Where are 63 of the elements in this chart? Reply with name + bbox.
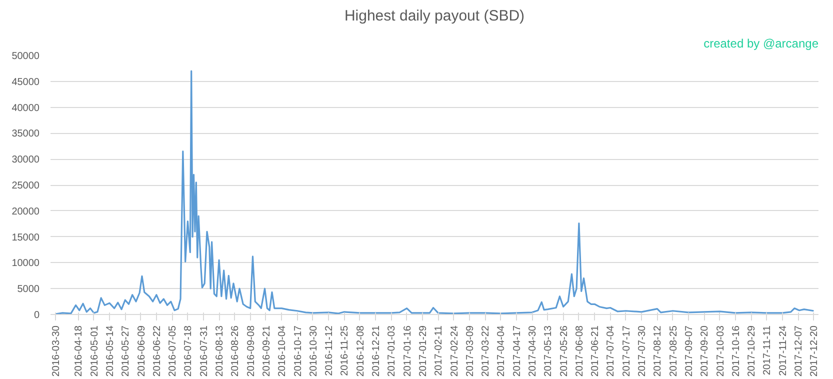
y-tick-label: 45000 [12, 76, 40, 88]
x-tick-label: 2017-04-30 [528, 325, 539, 377]
x-tick-label: 2017-07-17 [621, 325, 632, 377]
y-tick-label: 50000 [12, 51, 40, 62]
y-tick-label: 20000 [12, 206, 40, 218]
x-tick-label: 2017-01-29 [418, 325, 429, 377]
x-tick-label: 2017-09-07 [684, 325, 695, 377]
x-tick-label: 2017-05-26 [558, 325, 570, 377]
y-tick-label: 10000 [12, 258, 40, 270]
y-tick-label: 40000 [12, 102, 40, 114]
y-tick-label: 35000 [12, 128, 40, 140]
x-tick-label: 2017-01-16 [402, 325, 414, 377]
x-tick-label: 2017-07-30 [637, 325, 648, 377]
x-tick-label: 2016-11-12 [324, 325, 336, 376]
line-series [54, 70, 814, 314]
x-tick-label: 2016-05-27 [120, 325, 132, 377]
x-tick-label: 2017-06-08 [574, 325, 586, 377]
y-tick-label: 15000 [12, 232, 40, 244]
x-tick-label: 2016-09-08 [246, 325, 257, 377]
y-tick-label: 0 [34, 310, 40, 321]
x-tick-label: 2016-04-18 [74, 325, 85, 377]
x-tick-label: 2016-12-08 [355, 325, 366, 377]
x-tick-label: 2016-08-13 [214, 325, 226, 377]
x-tick-label: 2016-12-21 [371, 325, 382, 377]
x-tick-label: 2017-10-03 [715, 325, 726, 377]
x-tick-label: 2017-07-04 [606, 325, 617, 377]
x-tick-label: 2017-03-22 [480, 325, 492, 377]
x-tick-label: 2016-10-04 [277, 325, 288, 377]
y-tick-label: 30000 [12, 154, 40, 166]
x-tick-label: 2017-08-12 [652, 325, 664, 377]
x-tick-label: 2017-06-21 [590, 325, 602, 377]
x-tick-label: 2016-06-22 [152, 325, 163, 377]
x-tick-label: 2016-07-05 [168, 325, 179, 377]
x-tick-label: 2016-10-30 [308, 325, 320, 377]
x-tick-label: 2017-11-24 [778, 325, 789, 376]
x-tick-label: 2017-09-20 [700, 325, 711, 377]
x-tick-label: 2016-03-30 [50, 325, 62, 377]
x-tick-label: 2016-11-25 [340, 325, 351, 376]
x-tick-label: 2017-04-04 [496, 325, 508, 377]
text: created by @arcange [704, 36, 819, 50]
x-tick-label: 2016-07-18 [183, 325, 194, 377]
x-tick-label: 2017-10-16 [730, 325, 742, 377]
x-tick-label: 2017-12-20 [809, 325, 820, 377]
x-tick-label: 2016-08-26 [230, 325, 242, 377]
x-tick-label: 2017-03-09 [464, 325, 476, 377]
x-tick-label: 2017-02-24 [449, 325, 460, 377]
x-tick-label: 2017-01-03 [386, 325, 398, 377]
x-tick-label: 2016-10-17 [292, 325, 304, 377]
x-tick-label: 2017-10-29 [746, 325, 758, 377]
x-tick-label: 2017-02-11 [434, 325, 445, 376]
x-tick-label: 2017-12-07 [794, 325, 805, 377]
x-tick-label: 2016-09-21 [261, 325, 272, 377]
x-tick-label: 2016-05-14 [104, 325, 116, 377]
y-tick-label: 25000 [12, 180, 40, 192]
chart-title: Highest daily payout (SBD) [344, 8, 525, 24]
x-tick-label: 2016-07-31 [198, 325, 210, 377]
x-tick-label: 2016-05-01 [89, 325, 100, 377]
y-tick-label: 5000 [17, 284, 40, 296]
x-tick-label: 2017-08-25 [668, 325, 680, 377]
x-tick-label: 2017-05-13 [543, 325, 554, 377]
x-tick-label: 2016-06-09 [136, 325, 148, 377]
x-tick-label: 2017-11-11 [762, 325, 774, 376]
x-tick-label: 2017-04-17 [512, 325, 523, 377]
